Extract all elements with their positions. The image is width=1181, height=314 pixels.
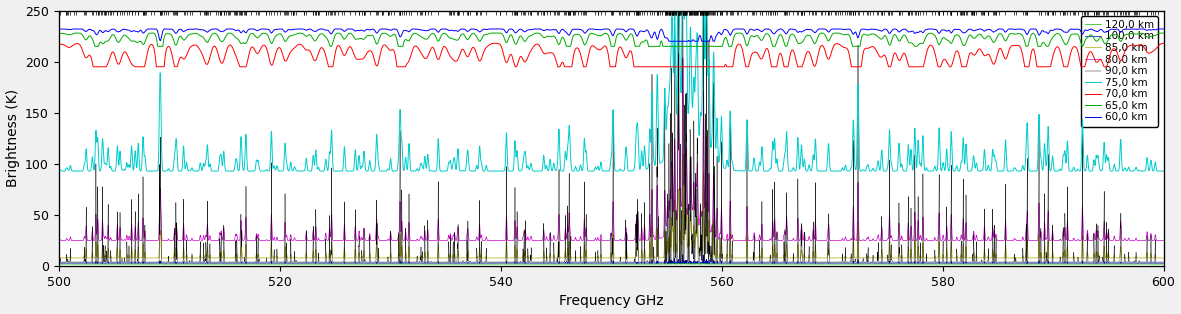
- 80,0 km: [1156, 239, 1170, 242]
- 60,0 km: [761, 27, 775, 31]
- 85,0 km: [56, 256, 70, 260]
- 100,0 km: [327, 261, 341, 265]
- 85,0 km: [52, 256, 66, 260]
- Line: 60,0 km: 60,0 km: [59, 29, 1163, 41]
- 120,0 km: [1156, 262, 1170, 266]
- Y-axis label: Brightness (K): Brightness (K): [6, 89, 20, 187]
- 120,0 km: [574, 262, 588, 266]
- 85,0 km: [720, 252, 735, 256]
- 80,0 km: [327, 239, 341, 242]
- 80,0 km: [720, 233, 735, 236]
- 70,0 km: [761, 48, 775, 52]
- 80,0 km: [843, 239, 857, 242]
- 85,0 km: [761, 256, 775, 260]
- 120,0 km: [1085, 262, 1100, 266]
- 100,0 km: [574, 261, 588, 265]
- 120,0 km: [52, 262, 66, 266]
- 65,0 km: [327, 36, 341, 40]
- 60,0 km: [52, 27, 66, 31]
- 90,0 km: [52, 260, 66, 264]
- 60,0 km: [1085, 28, 1100, 31]
- 90,0 km: [843, 260, 857, 264]
- 80,0 km: [52, 239, 66, 242]
- 65,0 km: [52, 31, 66, 35]
- 90,0 km: [720, 248, 735, 252]
- 85,0 km: [676, 151, 690, 155]
- 75,0 km: [843, 169, 857, 172]
- 75,0 km: [68, 169, 83, 173]
- 65,0 km: [720, 38, 735, 42]
- 80,0 km: [761, 239, 775, 242]
- 100,0 km: [761, 261, 775, 265]
- 100,0 km: [720, 261, 735, 265]
- 85,0 km: [1085, 256, 1100, 260]
- 100,0 km: [1085, 261, 1100, 265]
- 80,0 km: [574, 238, 588, 241]
- 75,0 km: [52, 169, 66, 173]
- 65,0 km: [1156, 31, 1170, 35]
- Line: 75,0 km: 75,0 km: [59, 11, 1163, 171]
- 75,0 km: [1156, 169, 1170, 173]
- 60,0 km: [661, 39, 676, 43]
- Line: 65,0 km: 65,0 km: [59, 33, 1163, 46]
- 60,0 km: [489, 27, 503, 31]
- 65,0 km: [489, 31, 503, 35]
- 65,0 km: [1085, 34, 1100, 37]
- 100,0 km: [1156, 261, 1170, 265]
- 100,0 km: [52, 261, 66, 265]
- Legend: 120,0 km, 100,0 km, 85,0 km, 80,0 km, 90,0 km, 75,0 km, 70,0 km, 65,0 km, 60,0 k: 120,0 km, 100,0 km, 85,0 km, 80,0 km, 90…: [1081, 16, 1159, 127]
- 90,0 km: [327, 260, 341, 264]
- 70,0 km: [1085, 51, 1100, 55]
- 65,0 km: [87, 45, 102, 48]
- 75,0 km: [327, 169, 341, 173]
- Line: 70,0 km: 70,0 km: [59, 43, 1163, 67]
- 75,0 km: [1085, 169, 1100, 173]
- 70,0 km: [52, 42, 66, 46]
- Line: 100,0 km: 100,0 km: [59, 255, 1163, 263]
- 75,0 km: [761, 169, 775, 173]
- Line: 120,0 km: 120,0 km: [59, 259, 1163, 264]
- 70,0 km: [720, 65, 735, 69]
- 90,0 km: [1085, 260, 1100, 264]
- Line: 90,0 km: 90,0 km: [59, 11, 1163, 262]
- 100,0 km: [676, 253, 690, 257]
- 90,0 km: [667, 9, 681, 13]
- 75,0 km: [667, 9, 681, 13]
- 100,0 km: [843, 261, 857, 265]
- 70,0 km: [86, 65, 100, 69]
- X-axis label: Frequency GHz: Frequency GHz: [559, 295, 664, 308]
- 65,0 km: [761, 32, 775, 36]
- 70,0 km: [843, 56, 857, 60]
- 120,0 km: [327, 262, 341, 266]
- 120,0 km: [720, 262, 735, 266]
- 70,0 km: [489, 41, 503, 45]
- Line: 85,0 km: 85,0 km: [59, 153, 1163, 258]
- 60,0 km: [843, 27, 857, 31]
- 60,0 km: [574, 28, 588, 32]
- 60,0 km: [720, 28, 735, 32]
- 70,0 km: [327, 57, 341, 61]
- 80,0 km: [1085, 239, 1100, 242]
- 75,0 km: [720, 158, 735, 162]
- 90,0 km: [761, 260, 775, 264]
- Line: 80,0 km: 80,0 km: [59, 58, 1163, 241]
- 85,0 km: [327, 256, 341, 260]
- 60,0 km: [1156, 27, 1170, 31]
- 120,0 km: [676, 257, 690, 261]
- 75,0 km: [574, 166, 588, 170]
- 120,0 km: [761, 262, 775, 266]
- 65,0 km: [574, 35, 588, 39]
- 70,0 km: [1156, 41, 1170, 45]
- 120,0 km: [843, 262, 857, 266]
- 85,0 km: [843, 256, 857, 260]
- 70,0 km: [574, 56, 588, 60]
- 85,0 km: [1156, 256, 1170, 260]
- 90,0 km: [1156, 260, 1170, 264]
- 90,0 km: [574, 260, 588, 264]
- 65,0 km: [843, 35, 857, 39]
- 85,0 km: [574, 256, 588, 260]
- 80,0 km: [676, 56, 690, 60]
- 80,0 km: [67, 239, 81, 242]
- 60,0 km: [327, 28, 341, 32]
